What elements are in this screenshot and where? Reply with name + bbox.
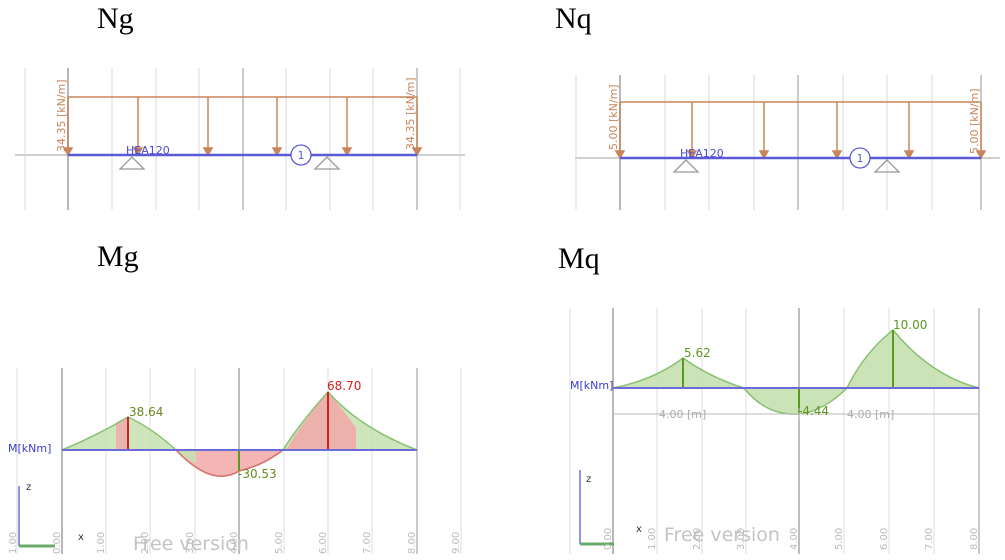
- ng-diagram: 1 HEA120 34.35 [kN/m] 34.35 [kN/m]: [15, 68, 465, 210]
- mg-mid-value: -30.53: [238, 467, 277, 481]
- mq-panel: 4.00 [m] 4.00 [m] M[kNm] 5.62 -4.44 10.0…: [566, 308, 1002, 560]
- nq-support-left: [672, 159, 700, 173]
- mg-x-label: x: [78, 532, 84, 543]
- nq-section-label: HEA120: [680, 147, 724, 160]
- mg-coordinate-axes: z x: [18, 482, 84, 548]
- ng-support-left: [118, 156, 146, 170]
- mq-axis-label: M[kNm]: [570, 379, 613, 392]
- mq-tick-labels: 0.00 1.00 2.00 3.00 4.00 5.00 6.00 7.00 …: [603, 528, 980, 550]
- mg-tick: 0.00: [52, 532, 63, 554]
- ng-load-left: 34.35 [kN/m]: [55, 79, 68, 152]
- ng-grid: [15, 68, 465, 210]
- mq-tick: 2.00: [692, 528, 703, 550]
- mg-tick: 8.00: [407, 532, 418, 554]
- mq-tick: 0.00: [603, 528, 614, 550]
- mg-tick: 6.00: [318, 532, 329, 554]
- mq-diagram: 4.00 [m] 4.00 [m] M[kNm] 5.62 -4.44 10.0…: [569, 308, 980, 554]
- mq-moment-diagram: [612, 328, 980, 415]
- mq-grid: [569, 308, 980, 554]
- mg-tick: 9.00: [451, 532, 462, 554]
- mq-peak-right: 10.00: [893, 318, 927, 332]
- nq-support-right: [873, 159, 901, 173]
- mq-coordinate-axes: z x: [579, 470, 642, 546]
- mg-watermark: Free version: [133, 533, 249, 555]
- mg-grid: [16, 368, 462, 554]
- mq-tick: 5.00: [834, 528, 845, 550]
- mq-span-left: 4.00 [m]: [659, 408, 706, 421]
- mg-panel: M[kNm] 38.64 -30.53 68.70 z x Free versi…: [0, 368, 480, 560]
- ng-member-marker: [290, 144, 312, 166]
- mq-tick: 1.00: [647, 528, 658, 550]
- mq-tick: 7.00: [924, 528, 935, 550]
- ng-distributed-load: [62, 96, 423, 157]
- nq-distributed-load: [614, 101, 987, 160]
- mg-z-label: z: [26, 482, 31, 493]
- mg-moment-diagram: [61, 390, 418, 477]
- ng-support-right: [313, 156, 341, 170]
- mq-title: Mq: [558, 242, 600, 275]
- nq-diagram: 1 HEA120 5.00 [kN/m] 5.00 [kN/m]: [575, 75, 1000, 210]
- mg-tick: 7.00: [362, 532, 373, 554]
- mg-peak-right: 68.70: [327, 379, 361, 393]
- mg-peak-left: 38.64: [129, 405, 163, 419]
- mq-watermark: Free version: [664, 524, 780, 546]
- ng-panel: 1 HEA120 34.35 [kN/m] 34.35 [kN/m]: [10, 60, 465, 215]
- nq-grid: [575, 75, 1000, 210]
- mg-tick: 2.00: [140, 532, 151, 554]
- mq-peak-left: 5.62: [684, 346, 711, 360]
- mq-span-right: 4.00 [m]: [847, 408, 894, 421]
- mg-tick: 4.00: [229, 532, 240, 554]
- nq-load-left: 5.00 [kN/m]: [607, 84, 620, 150]
- nq-load-right: 5.00 [kN/m]: [968, 88, 981, 154]
- mq-dimension-line: [612, 408, 980, 420]
- mg-title: Mg: [97, 240, 139, 273]
- mg-tick: 1.00: [8, 532, 19, 554]
- mg-tick: 1.00: [96, 532, 107, 554]
- ng-title: Ng: [97, 2, 134, 35]
- ng-member-id: 1: [298, 149, 305, 162]
- ng-load-right: 34.35 [kN/m]: [404, 77, 417, 150]
- mq-z-label: z: [586, 474, 591, 485]
- nq-member-marker: [849, 147, 871, 169]
- nq-member-id: 1: [857, 152, 864, 165]
- mq-mid-value: -4.44: [798, 404, 829, 418]
- mg-diagram: M[kNm] 38.64 -30.53 68.70 z x Free versi…: [8, 368, 462, 555]
- mg-tick-labels: 1.00 0.00 1.00 2.00 3.00 4.00 5.00 6.00 …: [8, 532, 462, 554]
- mq-x-label: x: [636, 524, 642, 535]
- mq-tick: 3.00: [736, 528, 747, 550]
- mq-tick: 4.00: [789, 528, 800, 550]
- mg-tick: 3.00: [185, 532, 196, 554]
- nq-title: Nq: [555, 2, 592, 35]
- ng-section-label: HEA120: [126, 144, 170, 157]
- mq-tick: 6.00: [879, 528, 890, 550]
- nq-panel: 1 HEA120 5.00 [kN/m] 5.00 [kN/m]: [570, 70, 1000, 215]
- mg-axis-label: M[kNm]: [8, 442, 51, 455]
- mq-tick: 8.00: [969, 528, 980, 550]
- mg-tick: 5.00: [274, 532, 285, 554]
